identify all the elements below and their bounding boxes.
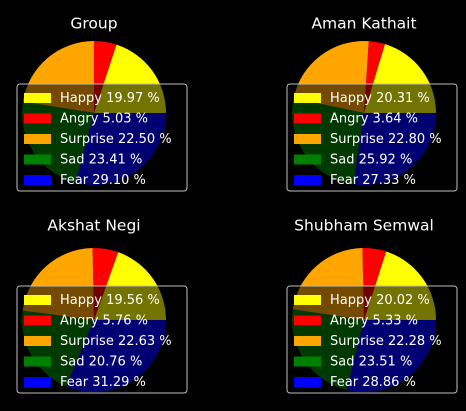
legend-swatch-angry (294, 113, 321, 124)
legend-label-sad: Sad 25.92 % (330, 153, 412, 168)
legend-swatch-fear (294, 175, 321, 185)
legend-label-surprise: Surprise 22.50 % (60, 132, 172, 147)
pie-panel-3: Akshat Negi Happy 19.56 % Angry 5.76 % Surp… (16, 217, 188, 394)
legend-swatch-sad (294, 154, 321, 165)
legend-label-happy: Happy 20.31 % (330, 91, 430, 106)
legend-label-sad: Sad 23.41 % (60, 153, 142, 168)
legend-swatch-happy (24, 93, 51, 103)
legend-box (286, 83, 458, 192)
legend-label-fear: Fear 29.10 % (60, 173, 146, 188)
pie-panel-2: Aman Kathait Happy 20.31 % Angry 3.64 % Sur… (286, 15, 458, 192)
legend-label-angry: Angry 5.33 % (330, 314, 418, 329)
legend-swatch-surprise (294, 336, 321, 346)
legend-swatch-angry (24, 315, 51, 326)
legend-label-angry: Angry 5.76 % (60, 314, 148, 329)
legend-swatch-fear (24, 377, 51, 387)
legend-label-fear: Fear 28.86 % (330, 375, 416, 390)
legend-label-fear: Fear 31.29 % (60, 375, 146, 390)
chart-title: Shubham Semwal (294, 217, 434, 235)
legend-swatch-angry (294, 315, 321, 326)
pie-panel-4: Shubham Semwal Happy 20.02 % Angry 5.33 % S… (286, 217, 458, 394)
legend-swatch-surprise (294, 134, 321, 144)
legend-swatch-happy (294, 93, 321, 103)
chart-title: Group (70, 15, 117, 33)
legend-label-surprise: Surprise 22.28 % (330, 334, 442, 349)
legend-label-angry: Angry 3.64 % (330, 112, 418, 127)
legend-swatch-happy (294, 295, 321, 305)
legend-swatch-surprise (24, 336, 51, 346)
legend-label-surprise: Surprise 22.80 % (330, 132, 442, 147)
legend-swatch-angry (24, 113, 51, 124)
legend-swatch-sad (294, 356, 321, 367)
legend-label-fear: Fear 27.33 % (330, 173, 416, 188)
pie-panel-1: Group Happy 19.97 % Angry 5.03 % Surprise 2… (16, 15, 188, 192)
legend-label-happy: Happy 20.02 % (330, 293, 430, 308)
legend-label-happy: Happy 19.56 % (60, 293, 160, 308)
legend-box (286, 285, 458, 394)
legend-box (16, 83, 188, 192)
legend-swatch-fear (294, 377, 321, 387)
legend-label-angry: Angry 5.03 % (60, 112, 148, 127)
legend-swatch-sad (24, 356, 51, 367)
legend-label-surprise: Surprise 22.63 % (60, 334, 172, 349)
panels: Group Happy 19.97 % Angry 5.03 % Surprise 2… (16, 15, 458, 394)
legend-swatch-happy (24, 295, 51, 305)
legend-swatch-fear (24, 175, 51, 185)
legend-swatch-surprise (24, 134, 51, 144)
legend-label-sad: Sad 23.51 % (330, 355, 412, 370)
legend-swatch-sad (24, 154, 51, 165)
chart-title: Aman Kathait (311, 15, 416, 33)
chart-title: Akshat Negi (47, 217, 140, 235)
legend-label-happy: Happy 19.97 % (60, 91, 160, 106)
legend-box (16, 285, 188, 394)
legend-label-sad: Sad 20.76 % (60, 355, 142, 370)
